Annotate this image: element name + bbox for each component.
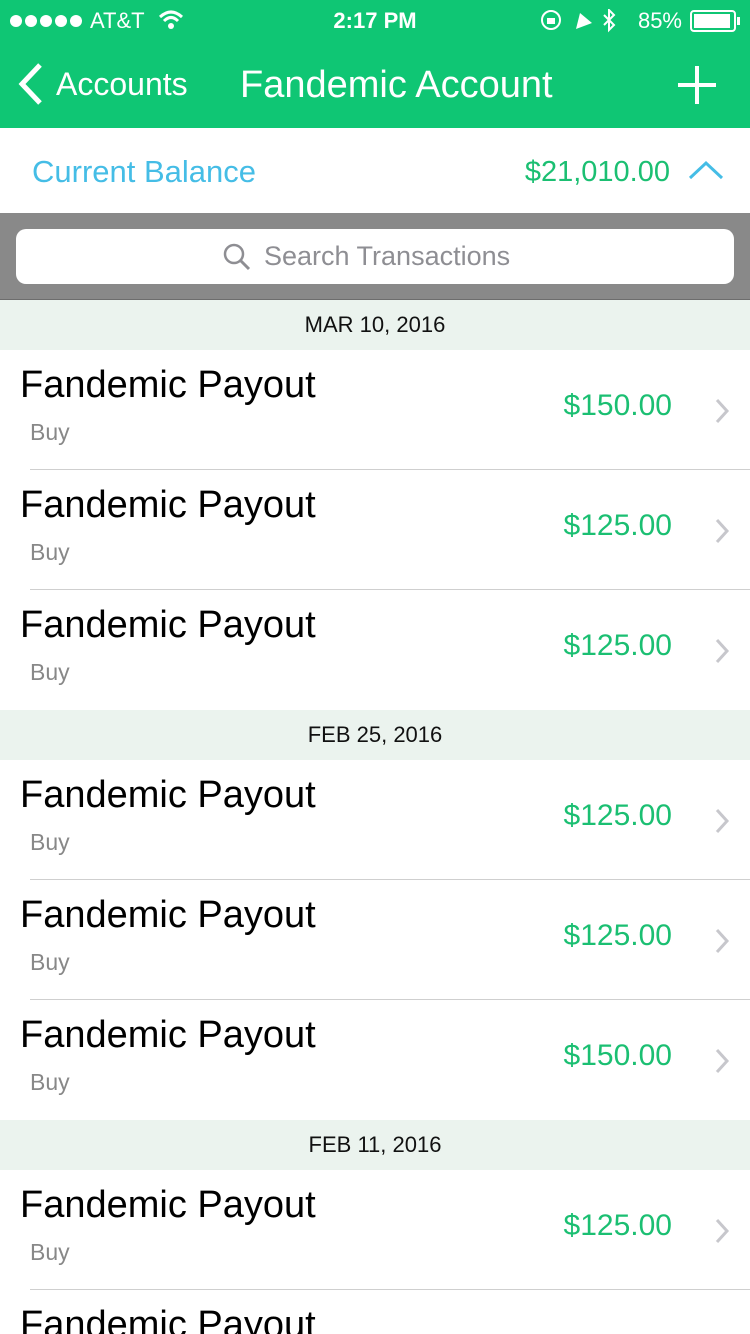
chevron-path [715, 518, 730, 544]
time: 2:17 PM [333, 8, 417, 33]
transaction-title: Fandemic Payout [20, 604, 316, 646]
transaction-row[interactable]: Fandemic Payout Buy $125.00 [0, 1170, 750, 1290]
search-placeholder: Search Transactions [264, 241, 511, 271]
nav-title: Fandemic Account [240, 64, 553, 106]
transaction-title: Fandemic Payout [20, 1304, 316, 1334]
transaction-title: Fandemic Payout [20, 1014, 316, 1056]
chevron [715, 928, 730, 954]
nav-bar: Accounts Fandemic Account [0, 40, 750, 128]
chevron-path [715, 1218, 730, 1244]
status-icons [541, 9, 616, 33]
row-separator [30, 469, 750, 470]
transaction-type: Buy [30, 949, 70, 975]
row-separator [30, 589, 750, 590]
chevron-path [715, 808, 730, 834]
transaction-type: Buy [30, 419, 70, 445]
row-separator [30, 1289, 750, 1290]
transaction-type: Buy [30, 659, 70, 685]
transaction-title: Fandemic Payout [20, 1184, 316, 1226]
transaction-amount: $150.00 [563, 389, 672, 422]
signal-icon [10, 15, 82, 27]
add-button[interactable] [678, 66, 716, 104]
transaction-row[interactable]: Fandemic Payout Buy $150.00 [0, 350, 750, 470]
transaction-title: Fandemic Payout [20, 484, 316, 526]
transaction-title: Fandemic Payout [20, 774, 316, 816]
chevron [715, 1048, 730, 1074]
transaction-amount: $125.00 [563, 1209, 672, 1242]
balance-row[interactable]: Current Balance $21,010.00 [0, 128, 750, 213]
status-bar: AT&T 2:17 PM 85% [0, 0, 750, 40]
collapse-icon[interactable] [688, 160, 724, 180]
section-header: FEB 11, 2016 [0, 1120, 750, 1170]
transaction-title: Fandemic Payout [20, 364, 316, 406]
transaction-list: MAR 10, 2016 Fandemic Payout Buy $150.00 Fan… [0, 300, 750, 1334]
transaction-amount: $125.00 [563, 629, 672, 662]
transaction-amount: $125.00 [563, 919, 672, 952]
chevron [715, 808, 730, 834]
chevron [715, 638, 730, 664]
transaction-row[interactable]: Fandemic Payout [0, 1290, 750, 1334]
carrier: AT&T [90, 8, 145, 33]
section-header: FEB 25, 2016 [0, 710, 750, 760]
transaction-type: Buy [30, 539, 70, 565]
section-header: MAR 10, 2016 [0, 300, 750, 350]
chevron [715, 398, 730, 424]
transaction-type: Buy [30, 1069, 70, 1095]
chevron-path [715, 398, 730, 424]
row-separator [30, 999, 750, 1000]
row-separator [30, 879, 750, 880]
transaction-amount: $150.00 [563, 1039, 672, 1072]
chevron-path [715, 638, 730, 664]
chevron-path [715, 1048, 730, 1074]
transaction-type: Buy [30, 1239, 70, 1265]
transaction-row[interactable]: Fandemic Payout Buy $125.00 [0, 470, 750, 590]
wifi-icon [158, 10, 184, 29]
balance-label: Current Balance [32, 154, 257, 189]
transaction-amount: $125.00 [563, 799, 672, 832]
search-bar: Search Transactions [0, 213, 750, 301]
transaction-row[interactable]: Fandemic Payout Buy $125.00 [0, 880, 750, 1000]
search-icon [223, 243, 251, 271]
chevron [715, 1218, 730, 1244]
back-button[interactable]: Accounts [56, 66, 188, 102]
chevron [715, 518, 730, 544]
transaction-row[interactable]: Fandemic Payout Buy $150.00 [0, 1000, 750, 1120]
battery-percent: 85% [637, 8, 682, 33]
transaction-row[interactable]: Fandemic Payout Buy $125.00 [0, 760, 750, 880]
balance-amount: $21,010.00 [524, 156, 670, 188]
search-field[interactable] [16, 229, 734, 284]
transaction-amount: $125.00 [563, 509, 672, 542]
transaction-title: Fandemic Payout [20, 894, 316, 936]
back-icon[interactable] [16, 62, 46, 106]
transaction-row[interactable]: Fandemic Payout Buy $125.00 [0, 590, 750, 710]
battery-icon [690, 10, 740, 32]
chevron-path [715, 928, 730, 954]
transaction-type: Buy [30, 829, 70, 855]
